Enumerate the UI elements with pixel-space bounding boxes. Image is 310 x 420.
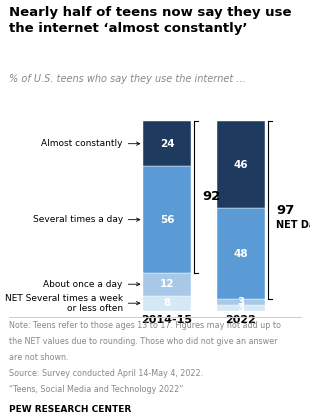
Text: the NET values due to rounding. Those who did not give an answer: the NET values due to rounding. Those wh… [9,337,278,346]
Bar [217,121,264,208]
Text: 24: 24 [160,139,175,149]
Text: 48: 48 [234,249,248,259]
Text: are not shown.: are not shown. [9,353,69,362]
Text: Nearly half of teens now say they use
the internet ‘almost constantly’: Nearly half of teens now say they use th… [9,6,292,35]
Text: Note: Teens refer to those ages 13 to 17. Figures may not add up to: Note: Teens refer to those ages 13 to 17… [9,321,281,330]
Text: 3: 3 [237,303,245,313]
Bar [144,296,191,311]
Text: 97: 97 [276,204,294,217]
Bar [217,305,264,311]
Text: Several times a day: Several times a day [33,215,140,224]
Bar [144,121,191,166]
Text: 12: 12 [160,279,174,289]
Text: 3: 3 [237,297,245,307]
Text: NET Several times a week
or less often: NET Several times a week or less often [5,294,140,313]
Bar [144,273,191,296]
Text: PEW RESEARCH CENTER: PEW RESEARCH CENTER [9,405,131,414]
Text: “Teens, Social Media and Technology 2022”: “Teens, Social Media and Technology 2022… [9,385,184,394]
Text: About once a day: About once a day [43,280,140,289]
Text: 46: 46 [234,160,248,170]
Text: NET Daily: NET Daily [276,220,310,230]
Bar [144,166,191,273]
Text: 56: 56 [160,215,174,225]
Text: % of U.S. teens who say they use the internet ...: % of U.S. teens who say they use the int… [9,74,246,84]
Bar [217,299,264,305]
Text: 8: 8 [163,298,171,308]
Text: Almost constantly: Almost constantly [41,139,140,148]
Bar [217,208,264,299]
Text: 92: 92 [202,190,221,203]
Text: Source: Survey conducted April 14-May 4, 2022.: Source: Survey conducted April 14-May 4,… [9,369,203,378]
